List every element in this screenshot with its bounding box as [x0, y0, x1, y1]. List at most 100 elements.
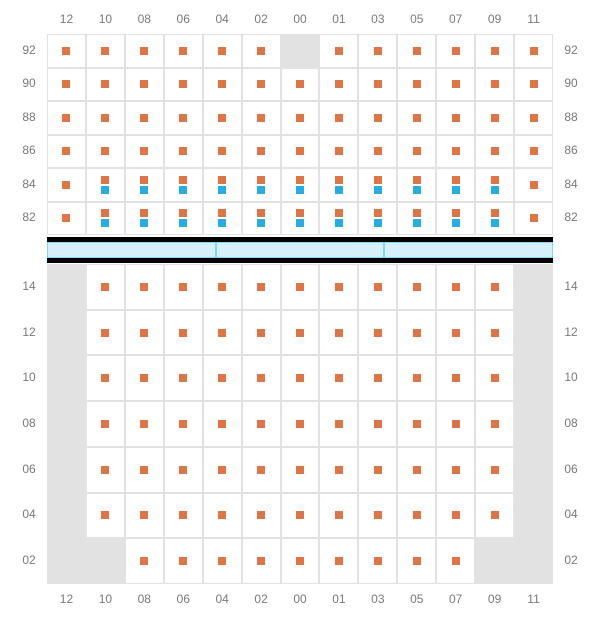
marker-orange: [257, 176, 265, 184]
axis-label: 10: [559, 370, 583, 384]
grid-cell: [203, 202, 242, 236]
marker-orange: [491, 329, 499, 337]
marker-orange: [413, 466, 421, 474]
marker-blue: [296, 219, 304, 227]
marker-blue: [140, 186, 148, 194]
marker-orange: [140, 176, 148, 184]
divider-band: [47, 237, 553, 263]
marker-orange: [452, 283, 460, 291]
axis-label: 08: [559, 416, 583, 430]
marker-orange: [101, 420, 109, 428]
marker-orange: [452, 557, 460, 565]
marker-orange: [491, 176, 499, 184]
marker-orange: [413, 80, 421, 88]
axis-label: 92: [17, 43, 41, 57]
marker-orange: [140, 329, 148, 337]
marker-orange: [218, 557, 226, 565]
axis-label: 06: [164, 12, 203, 26]
axis-label: 14: [17, 279, 41, 293]
marker-orange: [218, 114, 226, 122]
marker-blue: [491, 186, 499, 194]
axis-label: 01: [319, 12, 358, 26]
marker-orange: [257, 47, 265, 55]
marker-orange: [296, 147, 304, 155]
grid-cell: [164, 34, 203, 68]
marker-orange: [179, 80, 187, 88]
grid-cell: [514, 310, 553, 356]
grid-cell: [397, 202, 436, 236]
grid-cell: [514, 68, 553, 102]
marker-orange: [491, 209, 499, 217]
grid-cell: [475, 493, 514, 539]
grid-cell: [242, 68, 281, 102]
marker-orange: [413, 147, 421, 155]
grid-cell: [86, 168, 125, 202]
marker-blue: [218, 186, 226, 194]
marker-orange: [296, 114, 304, 122]
grid-cell: [358, 135, 397, 169]
grid-cell: [397, 355, 436, 401]
marker-orange: [335, 80, 343, 88]
grid-cell: [358, 493, 397, 539]
grid-cell: [125, 264, 164, 310]
axis-label: 82: [17, 210, 41, 224]
grid-cell: [397, 538, 436, 584]
marker-orange: [452, 209, 460, 217]
marker-blue: [335, 219, 343, 227]
grid-cell: [203, 135, 242, 169]
axis-label: 05: [397, 12, 436, 26]
marker-orange: [413, 114, 421, 122]
grid-cell: [319, 264, 358, 310]
marker-orange: [179, 466, 187, 474]
marker-orange: [257, 420, 265, 428]
marker-orange: [335, 176, 343, 184]
grid-cell: [436, 168, 475, 202]
marker-orange: [257, 283, 265, 291]
axis-label: 84: [17, 177, 41, 191]
axis-label: 02: [242, 592, 281, 606]
grid-cell: [281, 355, 320, 401]
grid-cell: [397, 34, 436, 68]
grid-cell: [514, 264, 553, 310]
grid-cell: [125, 34, 164, 68]
marker-orange: [374, 466, 382, 474]
grid-cell: [47, 101, 86, 135]
marker-orange: [335, 466, 343, 474]
marker-orange: [218, 374, 226, 382]
grid-cell: [475, 101, 514, 135]
marker-orange: [218, 147, 226, 155]
grid-cell: [436, 202, 475, 236]
marker-orange: [413, 47, 421, 55]
marker-blue: [374, 186, 382, 194]
marker-orange: [374, 209, 382, 217]
marker-orange: [335, 209, 343, 217]
grid-cell: [319, 401, 358, 447]
grid-cell: [125, 447, 164, 493]
grid-cell: [436, 355, 475, 401]
marker-orange: [374, 80, 382, 88]
marker-orange: [140, 47, 148, 55]
marker-orange: [413, 511, 421, 519]
grid-cell: [436, 447, 475, 493]
marker-orange: [140, 147, 148, 155]
marker-orange: [296, 374, 304, 382]
marker-orange: [218, 176, 226, 184]
axis-label: 08: [125, 592, 164, 606]
marker-blue: [452, 186, 460, 194]
grid-cell: [242, 401, 281, 447]
marker-orange: [179, 114, 187, 122]
grid-cell: [358, 310, 397, 356]
axis-label: 84: [559, 177, 583, 191]
grid-cell: [475, 264, 514, 310]
axis-label: 11: [514, 592, 553, 606]
axis-label: 04: [203, 12, 242, 26]
grid-cell: [164, 493, 203, 539]
marker-orange: [62, 214, 70, 222]
grid-cell: [86, 135, 125, 169]
grid-cell: [164, 101, 203, 135]
marker-orange: [296, 557, 304, 565]
grid-cell: [164, 355, 203, 401]
grid-cell: [242, 493, 281, 539]
grid-cell: [203, 401, 242, 447]
marker-blue: [413, 186, 421, 194]
